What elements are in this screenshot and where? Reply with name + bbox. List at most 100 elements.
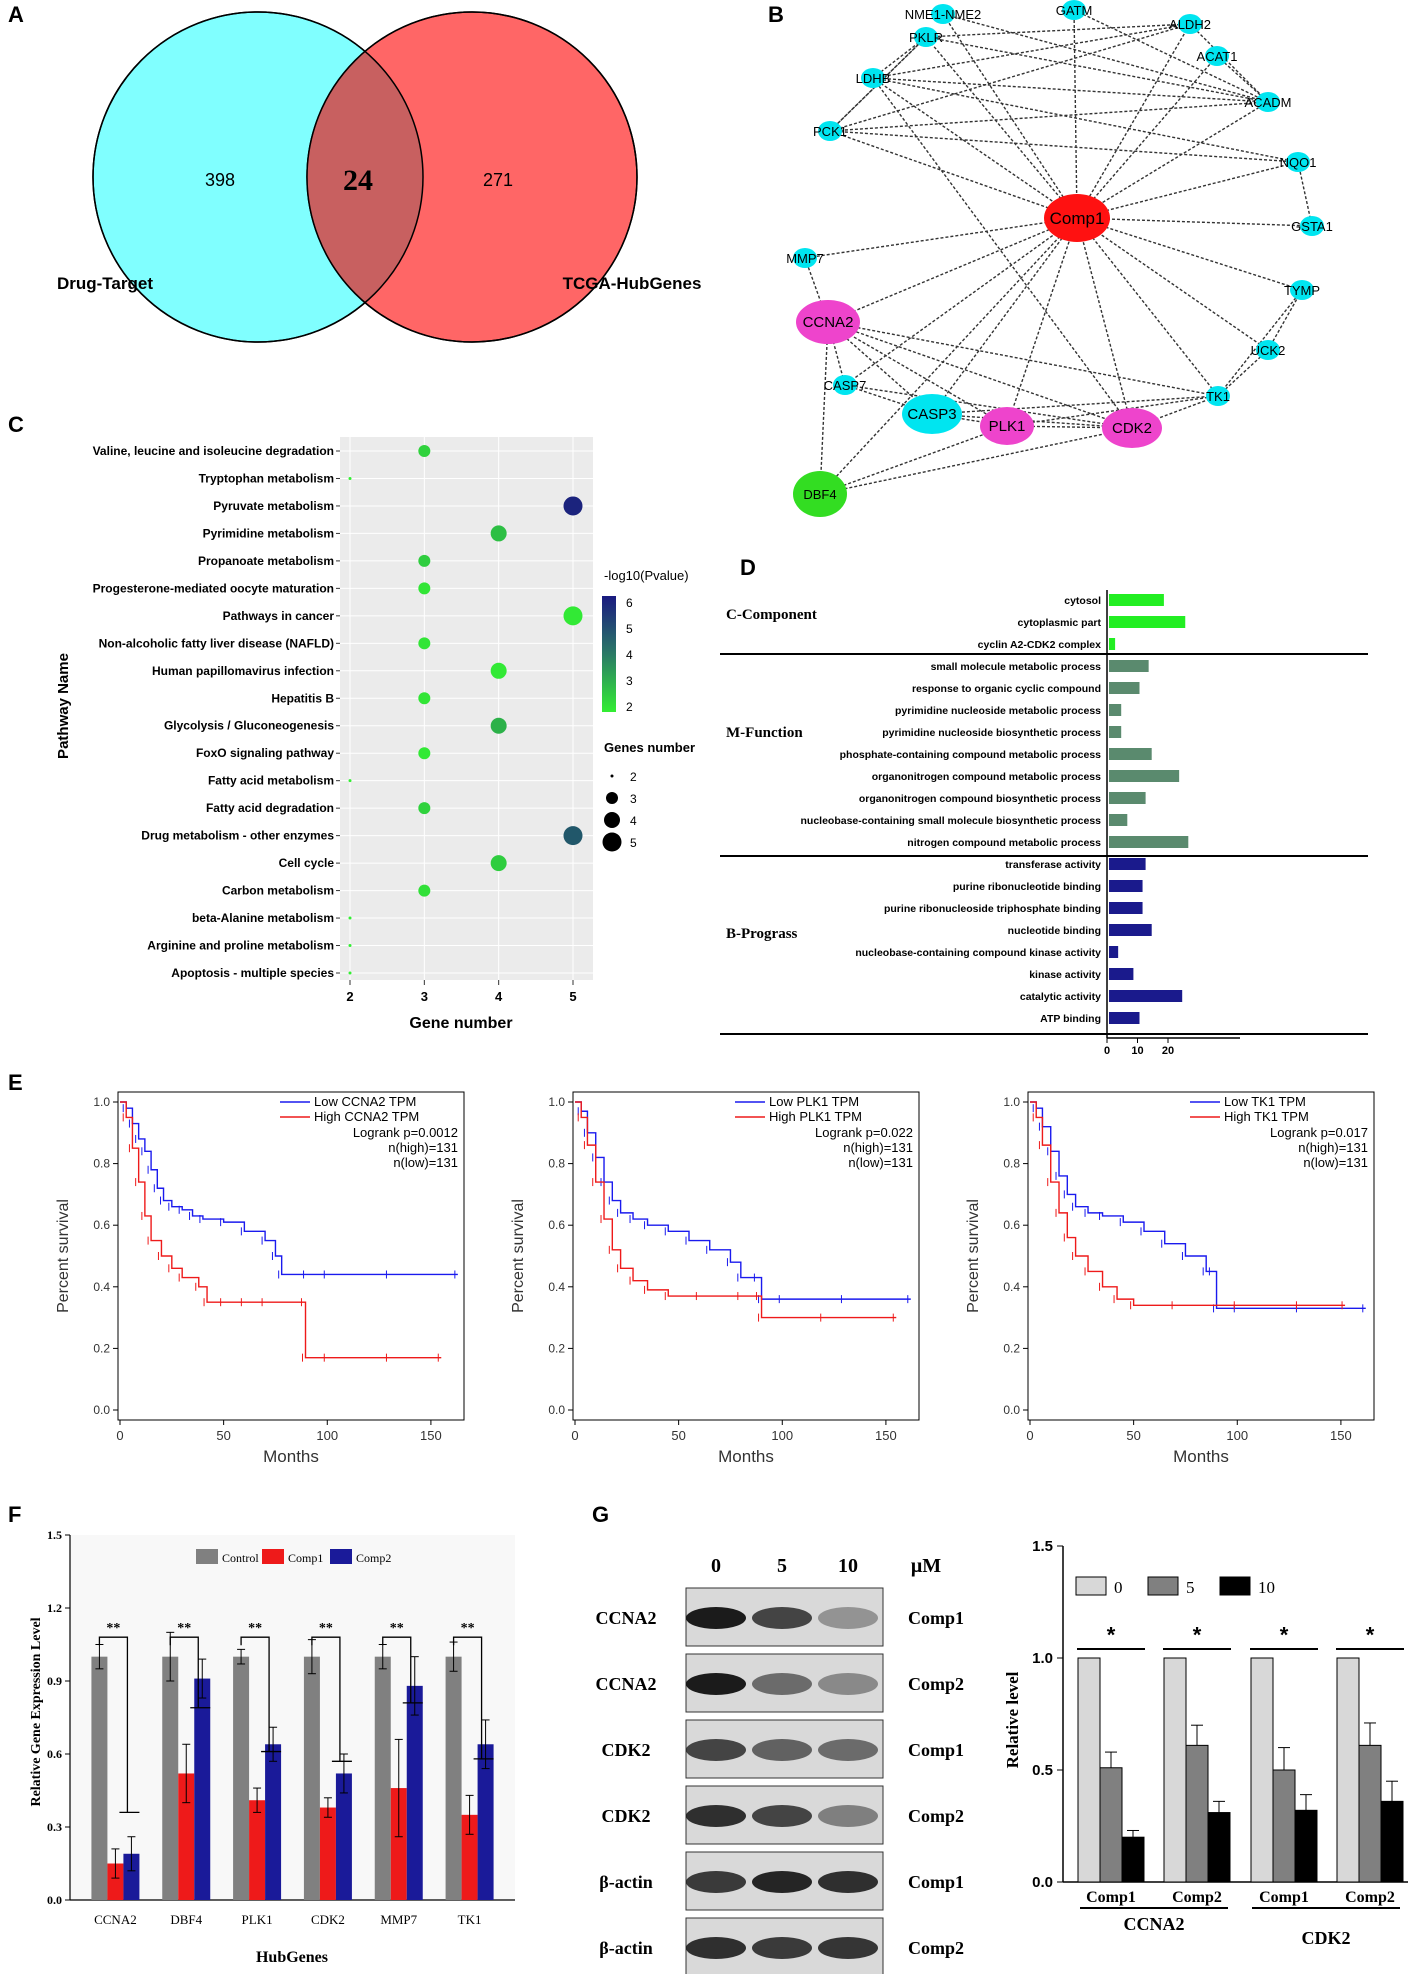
node-label: ACADM: [1245, 95, 1292, 110]
bubble-point: [418, 747, 431, 760]
go-xtick-label: 10: [1131, 1045, 1143, 1057]
qpcr-plot-area: [70, 1535, 515, 1900]
km-xtick-label: 50: [1126, 1428, 1140, 1443]
network-edge: [872, 23, 1191, 79]
blot-band: [752, 1673, 812, 1695]
km-n-high: n(high)=131: [1298, 1140, 1368, 1155]
bubble-point: [348, 944, 352, 948]
go-term-label: nucleobase-containing small molecule bio…: [801, 815, 1102, 827]
network-node-tymp: TYMP: [1284, 280, 1320, 300]
node-label: PKLR: [909, 30, 943, 45]
go-bar: [1109, 792, 1146, 804]
bubble-point: [563, 606, 583, 626]
node-label: LDHB: [856, 71, 891, 86]
km-xtick-label: 150: [1330, 1428, 1352, 1443]
blot-band: [686, 1871, 746, 1893]
network-edge: [931, 395, 1219, 415]
network-edge: [819, 427, 1133, 495]
blot-band: [686, 1739, 746, 1761]
node-label: MMP7: [786, 251, 824, 266]
qpcr-ytick-label: 1.5: [47, 1528, 62, 1542]
bubble-color-tick: 2: [626, 700, 633, 714]
bubble-point: [418, 637, 431, 650]
quant-sig-label: *: [1280, 1622, 1289, 1647]
node-label: GSTA1: [1291, 219, 1333, 234]
bubble-size-key: [604, 812, 620, 828]
go-term-label: pyrimidine nucleoside metabolic process: [895, 705, 1101, 717]
go-bar: [1109, 990, 1183, 1002]
bubble-size-tick: 3: [630, 792, 637, 806]
node-shape: [1062, 0, 1086, 20]
km-frame: [1027, 1091, 1375, 1421]
bubble-xtick-label: 4: [495, 989, 503, 1004]
network-edge: [1076, 217, 1133, 429]
km-ytick-label: 0.8: [93, 1157, 110, 1171]
km-n-high: n(high)=131: [388, 1140, 458, 1155]
bubble-color-tick: 6: [626, 596, 633, 610]
km-xtick-label: 100: [316, 1428, 338, 1443]
panel-letter-f: F: [8, 1502, 21, 1527]
network-node-uck2: UCK2: [1251, 340, 1285, 360]
bubble-category-label: beta-Alanine metabolism: [192, 911, 334, 925]
center-node-shape: [1044, 194, 1110, 242]
qpcr-bar: [162, 1656, 179, 1900]
bubble-size-key: [606, 792, 618, 804]
qpcr-sig-label: **: [177, 1621, 191, 1636]
bubble-category-label: Tryptophan metabolism: [199, 471, 334, 485]
qpcr-category-label: TK1: [458, 1912, 482, 1927]
quant-bar: [1380, 1800, 1404, 1883]
qpcr-sig-label: **: [319, 1621, 333, 1636]
km-xlabel: Months: [263, 1447, 319, 1466]
network-edge: [1076, 217, 1219, 397]
bubble-size-legend-title: Genes number: [604, 740, 695, 755]
km-logrank-p: Logrank p=0.0012: [353, 1125, 458, 1140]
bubble-category-label: Progesterone-mediated oocyte maturation: [93, 581, 334, 595]
go-bar: [1109, 836, 1189, 848]
bubble-ylabel: Pathway Name: [55, 653, 72, 759]
network-node-pklr: PKLR: [909, 27, 943, 47]
node-shape: [833, 375, 857, 395]
km-ytick-label: 0.4: [93, 1280, 110, 1294]
network-edge: [925, 23, 1191, 38]
blot-protein-label: CCNA2: [596, 1674, 657, 1694]
go-group-label: C-Component: [726, 607, 817, 623]
go-bar: [1109, 902, 1143, 914]
qpcr-sig-bracket: [382, 1636, 423, 1704]
go-term-label: organonitrogen compound metabolic proces…: [872, 771, 1101, 783]
venn-left-label: Drug-Target: [57, 274, 153, 293]
network-node-tk1: TK1: [1206, 386, 1230, 406]
km-logrank-p: Logrank p=0.022: [815, 1125, 913, 1140]
bubble-category-label: Pyrimidine metabolism: [203, 526, 334, 540]
blot-band: [752, 1805, 812, 1827]
network-node-acat1: ACAT1: [1197, 46, 1237, 66]
quant-ylabel: Relative level: [1003, 1671, 1022, 1768]
qpcr-sig-label: **: [461, 1621, 475, 1636]
network-edge: [1267, 289, 1303, 351]
bubble-category-label: Drug metabolism - other enzymes: [141, 829, 334, 843]
bubble-point: [348, 476, 352, 480]
qpcr-sig-label: **: [390, 1621, 404, 1636]
bubble-xtick-label: 2: [346, 989, 353, 1004]
km-legend-low: Low PLK1 TPM: [769, 1094, 859, 1109]
node-shape: [931, 4, 955, 24]
venn-diagram: 398 24 271 Drug-Target TCGA-HubGenes: [57, 11, 701, 343]
network-edge: [829, 101, 1269, 132]
quant-sig-label: *: [1193, 1622, 1202, 1647]
network-node-gatm: GATM: [1056, 0, 1092, 20]
bubble-category-label: Pathways in cancer: [223, 609, 335, 623]
go-term-label: response to organic cyclic compound: [912, 683, 1101, 695]
western-quant-bar-chart: Relative level 0.0 0.5 1.0 1.5 * Comp1 * Comp2 *…: [1003, 1538, 1408, 1948]
bubble-point: [563, 826, 583, 846]
go-bar: [1109, 968, 1134, 980]
blot-row: β-actin Comp2: [599, 1917, 964, 1974]
quant-legend-swatch: [1075, 1576, 1107, 1596]
bubble-point: [418, 884, 431, 897]
quant-bar: [1099, 1767, 1123, 1883]
go-bar: [1109, 924, 1152, 936]
venn-overlap-region: [307, 12, 423, 342]
go-bar: [1109, 1012, 1140, 1024]
bubble-point: [348, 779, 352, 783]
qpcr-ylabel: Relative Gene Expression Level: [29, 1617, 44, 1806]
network-edge: [1217, 349, 1269, 397]
km-ytick-label: 0.2: [93, 1341, 110, 1355]
